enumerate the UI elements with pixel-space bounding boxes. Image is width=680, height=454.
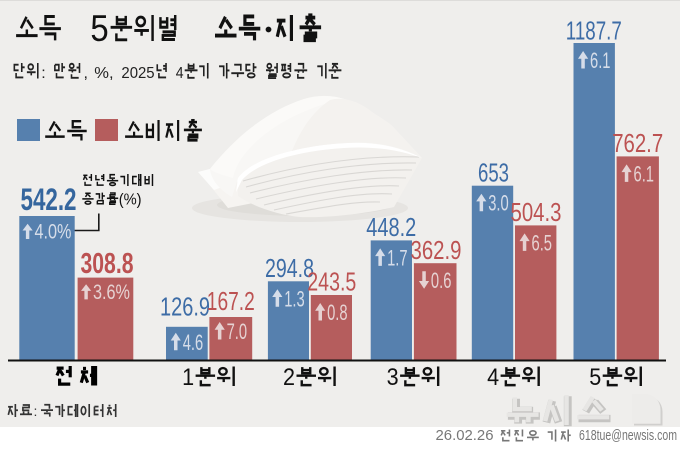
- svg-text:1187.7: 1187.7: [566, 16, 622, 46]
- svg-text:4.0%: 4.0%: [35, 221, 72, 244]
- svg-text:5: 5: [589, 364, 601, 391]
- svg-text:542.2: 542.2: [21, 181, 77, 217]
- svg-text:653: 653: [478, 157, 509, 187]
- svg-text:1.3: 1.3: [284, 286, 305, 311]
- svg-text:6.1: 6.1: [634, 161, 655, 186]
- svg-text:2025: 2025: [121, 65, 154, 82]
- svg-text:6.1: 6.1: [590, 48, 611, 73]
- svg-text:4: 4: [176, 65, 184, 82]
- svg-text:126.9: 126.9: [160, 292, 210, 322]
- svg-text:3.0: 3.0: [488, 191, 509, 216]
- svg-text:(%): (%): [119, 192, 142, 209]
- svg-text:243.5: 243.5: [307, 267, 356, 297]
- svg-text:26.02.26: 26.02.26: [436, 428, 494, 444]
- svg-text:5: 5: [90, 7, 108, 49]
- svg-text:504.3: 504.3: [511, 197, 562, 227]
- svg-text:0.6: 0.6: [431, 268, 452, 293]
- svg-text:618tue@newsis.com: 618tue@newsis.com: [579, 428, 677, 444]
- svg-text:3: 3: [387, 364, 399, 391]
- svg-text:362.9: 362.9: [411, 235, 462, 265]
- svg-text::: :: [41, 65, 45, 82]
- svg-text:%,: %,: [94, 65, 113, 82]
- svg-text:448.2: 448.2: [366, 212, 416, 242]
- svg-text:167.2: 167.2: [207, 286, 255, 316]
- svg-text:1.7: 1.7: [387, 245, 408, 270]
- svg-text:7.0: 7.0: [227, 319, 248, 344]
- svg-text:1: 1: [182, 364, 194, 391]
- svg-text::: :: [34, 403, 38, 419]
- svg-text:6.5: 6.5: [532, 230, 553, 255]
- svg-text:0.8: 0.8: [327, 300, 348, 325]
- svg-text:2: 2: [283, 364, 295, 391]
- svg-text:4: 4: [487, 364, 499, 391]
- svg-text:4.6: 4.6: [183, 330, 204, 355]
- svg-text:,: ,: [84, 65, 88, 82]
- svg-text:762.7: 762.7: [612, 128, 663, 158]
- svg-text:3.6%: 3.6%: [93, 281, 130, 304]
- svg-text:308.8: 308.8: [81, 248, 134, 280]
- svg-text:294.8: 294.8: [265, 253, 314, 283]
